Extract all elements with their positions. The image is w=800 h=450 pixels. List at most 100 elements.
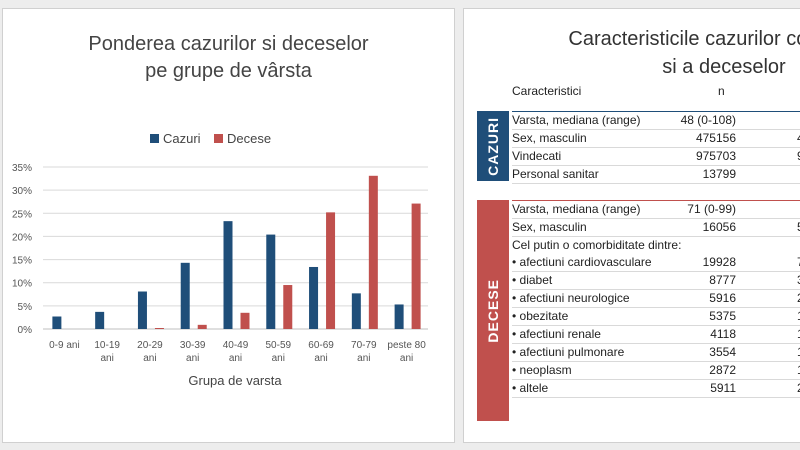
legend-swatch (214, 134, 223, 143)
y-tick-label: 25% (12, 209, 32, 220)
decese-group-label: DECESE (477, 200, 509, 421)
row-value: 5916 (709, 291, 736, 305)
x-tick-label: ani (100, 353, 113, 364)
row-label: Varsta, mediana (range) (512, 113, 641, 127)
row-label: Varsta, mediana (range) (512, 202, 641, 216)
x-tick-label: ani (143, 353, 156, 364)
row-value: 975703 (695, 149, 736, 163)
table-title-line1: Caracteristicile cazurilor confirmate (568, 28, 800, 50)
bar-cazuri (52, 316, 62, 329)
table-row: • obezitate 5375 1 (512, 308, 800, 326)
row-value: 5911 (710, 381, 736, 395)
table-row: • afectiuni neurologice 5916 2 (512, 290, 800, 308)
bar-decese (283, 285, 293, 329)
row-value: 2872 (709, 363, 736, 377)
decese-table: Varsta, mediana (range) 71 (0-99) Sex, mas… (512, 200, 800, 398)
cazuri-table: Varsta, mediana (range) 48 (0-108) Sex, ma… (512, 111, 800, 184)
table-row: Sex, masculin 475156 4 (512, 130, 800, 148)
bar-cazuri (394, 304, 404, 329)
cazuri-label-text: CAZURI (485, 116, 501, 176)
row-label: Cel putin o comorbiditate dintre: (512, 238, 682, 252)
chart-title-line2: pe grupe de vârsta (145, 60, 312, 82)
bar-cazuri (351, 293, 361, 329)
x-axis-title: Grupa de varsta (188, 373, 282, 388)
table-row: Cel putin o comorbiditate dintre: (512, 237, 800, 254)
x-tick-label: 60-69 (308, 340, 334, 351)
table-row: Varsta, mediana (range) 71 (0-99) (512, 201, 800, 219)
row-percent-clipped: 7 (797, 254, 800, 271)
bar-cazuri (180, 262, 190, 329)
row-label: Sex, masculin (512, 220, 587, 234)
bar-decese (197, 324, 207, 329)
row-value: 8777 (709, 273, 736, 287)
chart-title-line1: Ponderea cazurilor si deceselor (88, 33, 369, 55)
x-tick-label: 70-79 (351, 340, 377, 351)
table-panel: Caracteristicile cazurilor confirmate si… (463, 8, 800, 443)
table-row: • neoplasm 2872 1 (512, 362, 800, 380)
x-tick-label: ani (400, 353, 413, 364)
table-row: • afectiuni pulmonare 3554 1 (512, 344, 800, 362)
chart-panel: Ponderea cazurilor si deceselor pe grupe… (2, 8, 455, 443)
row-label: • altele (512, 381, 549, 395)
bar-cazuri (137, 291, 147, 329)
row-percent-clipped: 9 (797, 148, 800, 165)
x-tick-label: 0-9 ani (49, 340, 80, 351)
row-percent-clipped: 2 (797, 380, 800, 397)
bar-decese (326, 212, 336, 329)
y-tick-label: 35% (12, 163, 32, 174)
y-tick-label: 20% (12, 232, 32, 243)
row-label: Vindecati (512, 149, 562, 163)
row-value: 19928 (702, 255, 736, 269)
table-row: Sex, masculin 16056 5 (512, 219, 800, 237)
bar-decese (411, 203, 421, 329)
y-tick-label: 5% (18, 302, 33, 313)
table-row: • altele 5911 2 (512, 380, 800, 398)
bar-chart: 0% 5% 10% 15% 20% 25% 30% 35% 0-9 ani 10-19 ani 20-… (12, 131, 428, 388)
header-characteristics: Caracteristici (512, 84, 582, 98)
row-percent-clipped: 3 (797, 272, 800, 289)
row-percent-clipped: 1 (797, 308, 800, 325)
y-tick-label: 15% (12, 256, 32, 267)
row-value: 48 (0-108) (680, 113, 736, 127)
legend-label: Cazuri (163, 131, 201, 146)
x-tick-label: ani (272, 353, 285, 364)
bar-decese (154, 328, 164, 329)
row-value: 3554 (709, 345, 736, 359)
row-value: 5375 (709, 309, 736, 323)
row-percent-clipped: 2 (797, 290, 800, 307)
row-value: 13799 (702, 167, 736, 181)
x-tick-label: 30-39 (180, 340, 206, 351)
row-label: • afectiuni cardiovasculare (512, 255, 652, 269)
row-label: Sex, masculin (512, 131, 587, 145)
decese-label-text: DECESE (485, 278, 501, 343)
y-tick-label: 10% (12, 279, 32, 290)
row-percent-clipped: 5 (797, 219, 800, 236)
bar-cazuri (309, 266, 319, 329)
y-tick-label: 0% (18, 325, 33, 336)
x-tick-label: 10-19 (94, 340, 120, 351)
x-tick-label: 40-49 (223, 340, 249, 351)
x-tick-label: ani (186, 353, 199, 364)
row-label: • diabet (512, 273, 553, 287)
bar-decese (368, 175, 378, 329)
bar-cazuri (95, 311, 105, 329)
y-tick-label: 30% (12, 186, 32, 197)
x-tick-label: peste 80 (387, 340, 426, 351)
row-label: • neoplasm (512, 363, 572, 377)
row-label: • afectiuni neurologice (512, 291, 630, 305)
table-row: • diabet 8777 3 (512, 272, 800, 290)
row-label: • obezitate (512, 309, 569, 323)
table-row: • afectiuni renale 4118 1 (512, 326, 800, 344)
table-row: Vindecati 975703 9 (512, 148, 800, 166)
row-value: 16056 (702, 220, 736, 234)
cazuri-group-label: CAZURI (477, 111, 509, 181)
row-percent-clipped: 1 (797, 344, 800, 361)
bar-cazuri (266, 234, 276, 329)
table-row: • afectiuni cardiovasculare 19928 7 (512, 254, 800, 272)
x-tick-label: 20-29 (137, 340, 163, 351)
header-n: n (718, 84, 725, 98)
row-label: • afectiuni pulmonare (512, 345, 625, 359)
row-label: • afectiuni renale (512, 327, 601, 341)
bar-cazuri (223, 221, 233, 329)
x-tick-label: 50-59 (265, 340, 291, 351)
